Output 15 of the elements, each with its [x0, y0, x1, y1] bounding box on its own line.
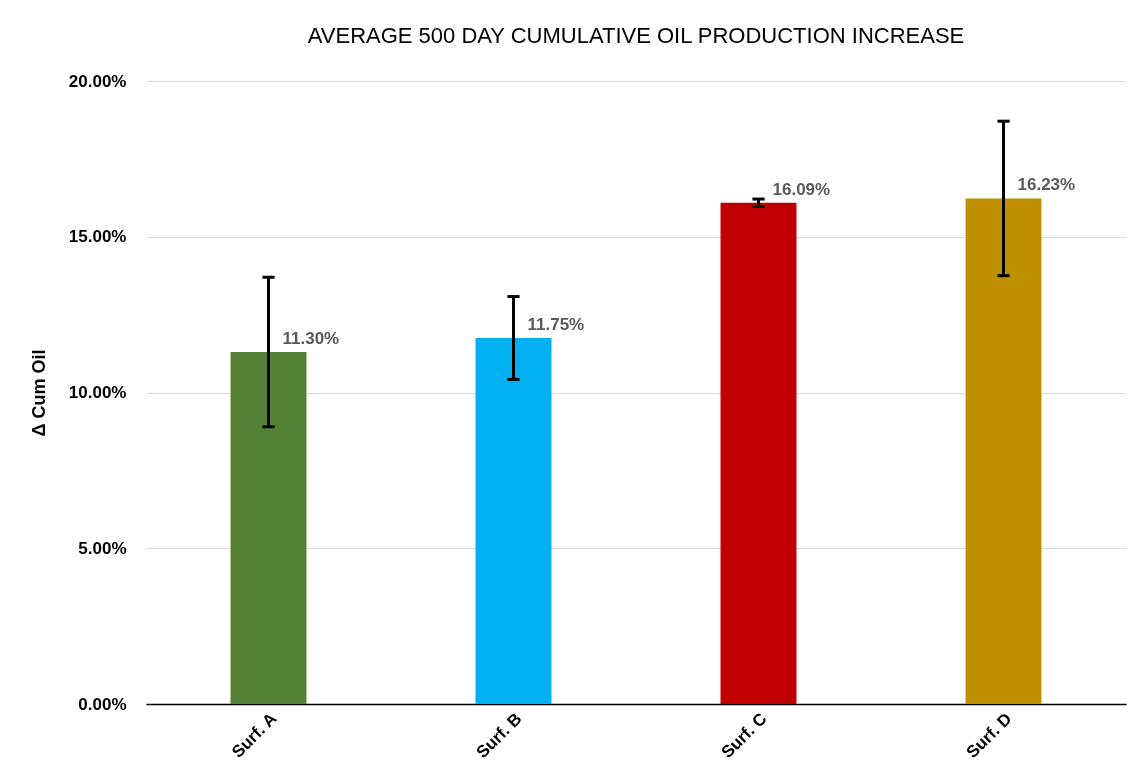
- y-tick-label: 15.00%: [68, 227, 127, 247]
- bar: [475, 337, 552, 704]
- y-axis-title: Δ Cum Oil: [28, 349, 49, 437]
- y-tick-label: 5.00%: [78, 538, 127, 558]
- chart-title: AVERAGE 500 DAY CUMULATIVE OIL PRODUCTION INCREASE: [307, 23, 965, 48]
- data-label: 16.23%: [1017, 175, 1076, 195]
- y-tick-label: 20.00%: [68, 71, 127, 91]
- bar: [230, 352, 307, 704]
- data-label: 11.30%: [282, 329, 340, 349]
- y-tick-label: 10.00%: [68, 383, 127, 402]
- data-label: 11.75%: [527, 314, 585, 334]
- data-label: 16.09%: [772, 179, 831, 199]
- bar: [720, 202, 797, 704]
- y-tick-label: 0.00%: [78, 694, 127, 714]
- bar: [965, 198, 1042, 704]
